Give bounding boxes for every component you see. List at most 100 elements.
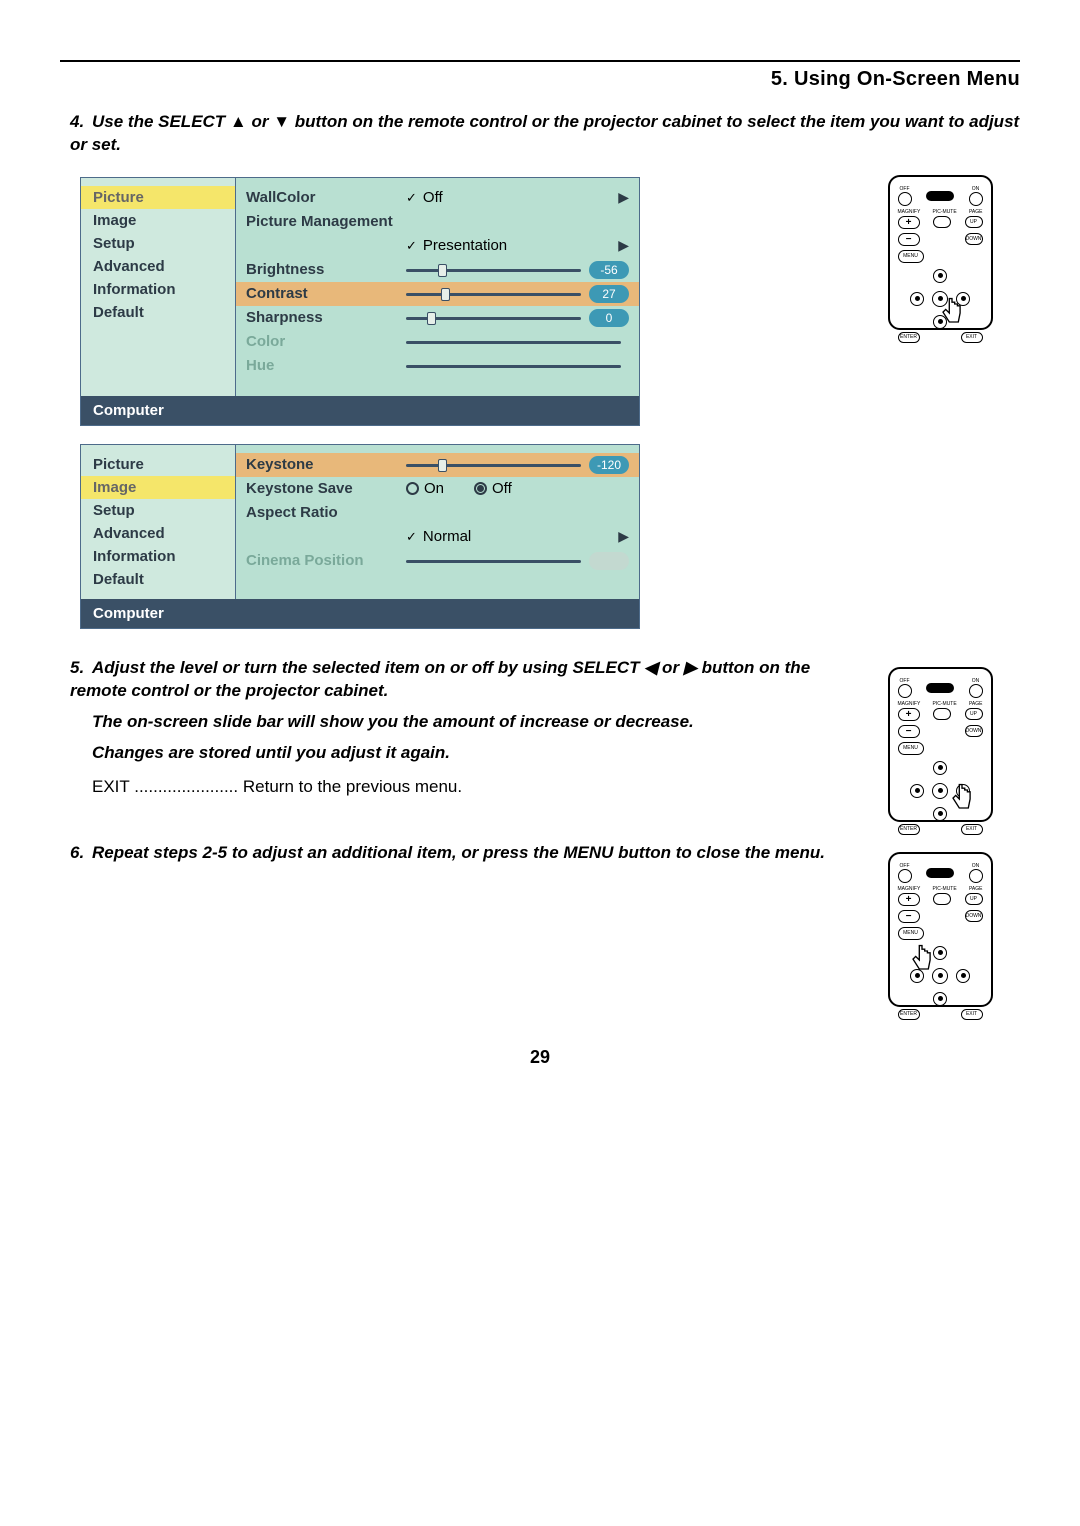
magnify-plus-button[interactable] <box>898 216 920 229</box>
step5-note-stored: Changes are stored until you adjust it a… <box>92 742 830 765</box>
section-title: 5. Using On-Screen Menu <box>60 68 1020 91</box>
remote-illustration-3: OFFONMAGNIFYPIC-MUTEPAGEUPDOWNMENUENTERE… <box>860 852 1020 1007</box>
osd-row[interactable]: Keystone SaveOnOff <box>246 477 629 501</box>
select-left-button[interactable] <box>910 292 924 306</box>
page-number: 29 <box>60 1047 1020 1068</box>
osd-row[interactable]: ✓Normal▶ <box>246 525 629 549</box>
row-label: Contrast <box>246 285 406 302</box>
hand-pointer-icon <box>908 942 936 978</box>
slider[interactable] <box>406 362 621 370</box>
sidebar-item[interactable]: Setup <box>81 499 235 522</box>
radio-option[interactable]: On <box>406 480 444 497</box>
menu-button[interactable]: MENU <box>898 742 924 755</box>
enter-button[interactable]: ENTER <box>898 824 920 835</box>
slider[interactable] <box>406 461 581 469</box>
power-off-button[interactable] <box>898 192 912 206</box>
power-off-button[interactable] <box>898 684 912 698</box>
osd-row[interactable]: Color <box>246 330 629 354</box>
pic-mute-button[interactable] <box>933 893 951 905</box>
sidebar-item[interactable]: Picture <box>81 186 235 209</box>
row-label: Hue <box>246 357 406 374</box>
select-up-button[interactable] <box>933 761 947 775</box>
step-5: 5.Adjust the level or turn the selected … <box>70 657 830 703</box>
magnify-plus-button[interactable] <box>898 708 920 721</box>
row-label: Picture Management <box>246 213 406 230</box>
exit-button[interactable]: EXIT <box>961 1009 983 1020</box>
exit-text: Return to the previous menu. <box>243 777 462 796</box>
exit-button[interactable]: EXIT <box>961 332 983 343</box>
magnify-plus-button[interactable] <box>898 893 920 906</box>
osd-row[interactable]: Aspect Ratio <box>246 501 629 525</box>
osd-row[interactable]: Brightness-56 <box>246 258 629 282</box>
power-label <box>926 868 954 878</box>
select-right-button[interactable] <box>956 969 970 983</box>
exit-line: EXIT ...................... Return to th… <box>92 777 830 797</box>
exit-label: EXIT <box>92 777 129 796</box>
sidebar-item[interactable]: Advanced <box>81 522 235 545</box>
enter-button[interactable]: ENTER <box>898 1009 920 1020</box>
page-down-button[interactable]: DOWN <box>965 233 983 245</box>
page-up-button[interactable]: UP <box>965 708 983 720</box>
enter-button[interactable]: ENTER <box>898 332 920 343</box>
slider[interactable] <box>406 557 581 565</box>
osd-menu-picture: PictureImageSetupAdvancedInformationDefa… <box>80 177 640 426</box>
select-center-button[interactable] <box>932 783 948 799</box>
sidebar-item[interactable]: Advanced <box>81 255 235 278</box>
osd-row[interactable]: Hue <box>246 354 629 378</box>
exit-dots: ...................... <box>134 777 238 796</box>
hand-pointer-icon <box>938 295 966 331</box>
remote-illustration-1: OFFONMAGNIFYPIC-MUTEPAGEUPDOWNMENUENTERE… <box>860 175 1020 330</box>
sidebar-item[interactable]: Information <box>81 545 235 568</box>
header-rule <box>60 60 1020 62</box>
osd-row[interactable]: Keystone-120 <box>236 453 639 477</box>
sidebar-item[interactable]: Default <box>81 568 235 591</box>
osd-content: WallColor✓Off▶ Picture Management ✓Present… <box>236 178 639 396</box>
menu-button[interactable]: MENU <box>898 927 924 940</box>
row-label: Cinema Position <box>246 552 406 569</box>
sidebar-item[interactable]: Image <box>81 476 235 499</box>
page-up-button[interactable]: UP <box>965 893 983 905</box>
slider[interactable] <box>406 266 581 274</box>
page-down-button[interactable]: DOWN <box>965 725 983 737</box>
exit-button[interactable]: EXIT <box>961 824 983 835</box>
osd-footer: Computer <box>81 396 639 425</box>
osd-row[interactable]: WallColor✓Off▶ <box>246 186 629 210</box>
osd-row[interactable]: Cinema Position <box>246 549 629 573</box>
select-down-button[interactable] <box>933 807 947 821</box>
check-icon: ✓ <box>406 529 417 545</box>
slider[interactable] <box>406 290 581 298</box>
sidebar-item[interactable]: Picture <box>81 453 235 476</box>
slider[interactable] <box>406 338 621 346</box>
select-down-button[interactable] <box>933 992 947 1006</box>
osd-content: Keystone-120Keystone SaveOnOffAspect Rat… <box>236 445 639 599</box>
pic-mute-button[interactable] <box>933 708 951 720</box>
pic-mute-button[interactable] <box>933 216 951 228</box>
osd-row[interactable]: ✓Presentation▶ <box>246 234 629 258</box>
arrow-right-icon: ▶ <box>618 189 629 206</box>
step-number: 5. <box>70 657 92 680</box>
sidebar-item[interactable]: Information <box>81 278 235 301</box>
page-down-button[interactable]: DOWN <box>965 910 983 922</box>
slider[interactable] <box>406 314 581 322</box>
power-on-button[interactable] <box>969 192 983 206</box>
power-off-button[interactable] <box>898 869 912 883</box>
arrow-right-icon: ▶ <box>618 528 629 545</box>
osd-row[interactable]: Contrast27 <box>236 282 639 306</box>
power-on-button[interactable] <box>969 684 983 698</box>
magnify-minus-button[interactable] <box>898 725 920 738</box>
sidebar-item[interactable]: Image <box>81 209 235 232</box>
osd-row[interactable]: Picture Management <box>246 210 629 234</box>
select-left-button[interactable] <box>910 784 924 798</box>
magnify-minus-button[interactable] <box>898 233 920 246</box>
sidebar-item[interactable]: Default <box>81 301 235 324</box>
magnify-minus-button[interactable] <box>898 910 920 923</box>
power-label <box>926 191 954 201</box>
radio-option[interactable]: Off <box>474 480 512 497</box>
select-up-button[interactable] <box>933 269 947 283</box>
osd-row[interactable]: Sharpness0 <box>246 306 629 330</box>
osd-footer: Computer <box>81 599 639 628</box>
page-up-button[interactable]: UP <box>965 216 983 228</box>
menu-button[interactable]: MENU <box>898 250 924 263</box>
sidebar-item[interactable]: Setup <box>81 232 235 255</box>
power-on-button[interactable] <box>969 869 983 883</box>
